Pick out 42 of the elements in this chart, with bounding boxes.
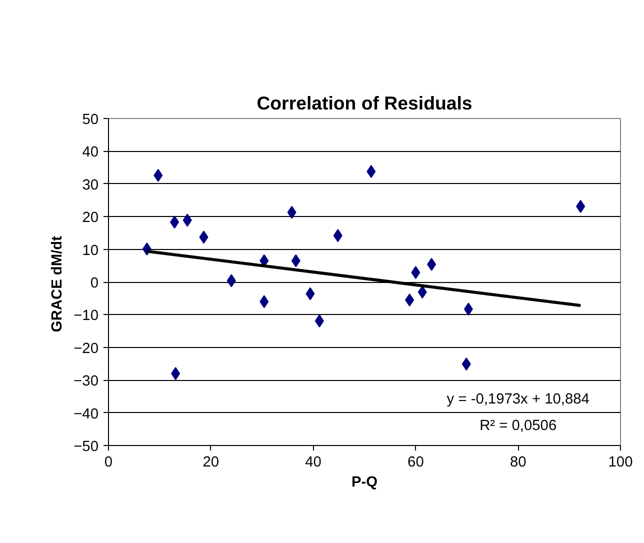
point [464,302,473,316]
y-tick-label: −40 [74,406,99,422]
point [260,295,269,308]
x-tick-label: 80 [510,454,526,470]
point [291,254,300,268]
point [287,206,296,219]
point [171,367,180,380]
y-tick-label: −50 [74,439,99,455]
y-axis-title: GRACE dM/dt [50,236,66,332]
x-tick-label: 20 [202,454,220,470]
y-tick-label: −30 [74,374,99,390]
y-tick-label: 40 [82,144,99,161]
point [333,229,342,242]
point [314,314,324,328]
point [226,274,236,288]
y-tick-label: −20 [74,340,99,357]
point [182,214,192,227]
point [306,287,315,300]
y-tick-label: 30 [82,177,99,194]
annotation: R² = 0,0506 [480,418,557,434]
point [170,216,180,229]
point [462,358,471,371]
point [199,230,208,244]
y-tick-label: 20 [82,210,99,226]
point [418,286,427,299]
point [427,258,436,271]
y-tick-label: 0 [90,276,99,292]
x-tick-label: 0 [104,454,113,470]
point [366,164,376,178]
point [576,200,586,213]
point [154,168,163,182]
chart-title: Correlation of Residuals [256,92,472,114]
x-axis-title: P-Q [351,474,378,490]
x-tick-label: 100 [608,454,633,470]
y-tick-label: 10 [82,242,99,259]
annotation: y = -0,1973x + 10,884 [446,392,590,408]
y-tick-label: 50 [82,112,99,128]
y-tick-label: −10 [74,308,99,324]
x-tick-label: 40 [305,454,322,470]
point [411,266,420,280]
x-tick-label: 60 [408,454,424,470]
point [405,293,414,306]
